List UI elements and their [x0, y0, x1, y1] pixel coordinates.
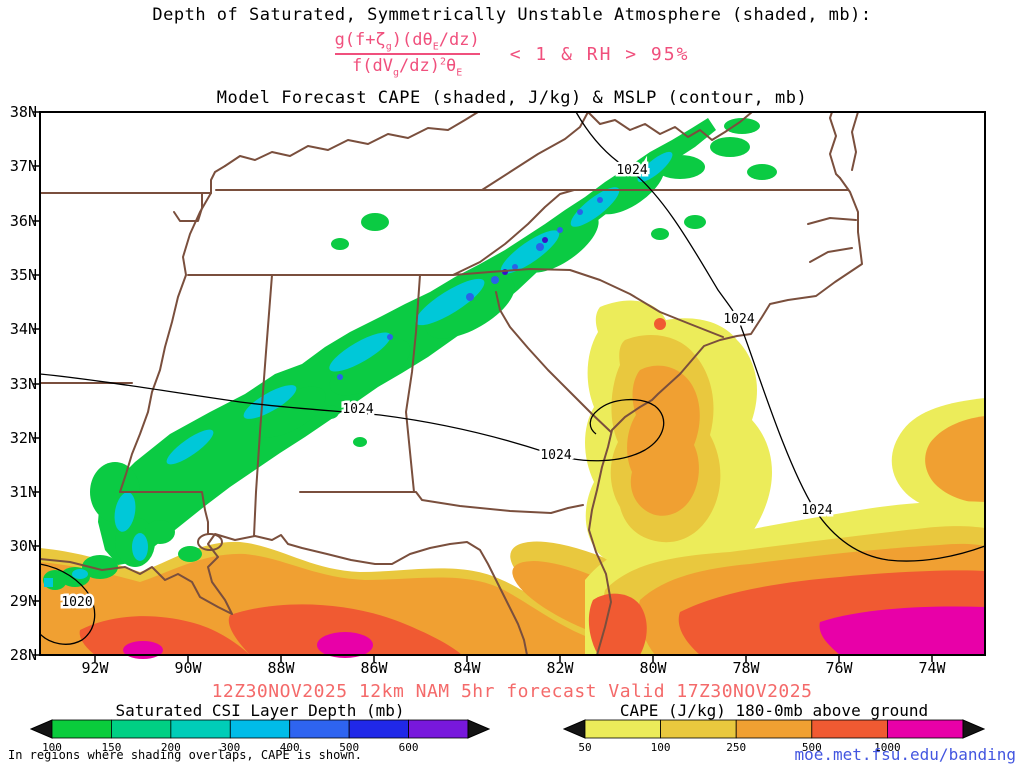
csi-shading [43, 118, 777, 590]
lon-axis-label: 80W [639, 659, 667, 677]
formula-fraction: g(f+ζg)(dθE/dz) f(dVg/dz)2θE [334, 30, 480, 79]
lat-axis-label: 28N [9, 646, 37, 664]
contour-labels: 1024 1024 1024 1024 1024 1020 [59, 161, 835, 613]
lon-axis-label: 90W [174, 659, 202, 677]
colorbar-tick-label: 600 [398, 741, 419, 754]
cape-colorbar-title: CAPE (J/kg) 180-0mb above ground [619, 701, 929, 720]
colorbar-tick-label: 50 [578, 741, 592, 754]
colorbar-tick-label: 500 [801, 741, 822, 754]
colorbar-tick-label: 100 [650, 741, 671, 754]
isobar-label: 1024 [342, 402, 373, 417]
isobar-label: 1024 [616, 163, 647, 178]
lat-axis-label: 31N [9, 483, 37, 502]
formula-numerator: g(f+ζg)(dθE/dz) [334, 30, 480, 53]
lat-axis-label: 38N [9, 103, 37, 121]
lat-axis-label: 29N [9, 591, 37, 610]
colorbar-tick-label: 500 [339, 741, 360, 754]
formula-denominator: f(dVg/dz)2θE [352, 56, 463, 79]
colorbar-tick-label: 200 [160, 741, 181, 754]
lat-axis-label: 36N [9, 211, 37, 230]
isobar-label: 1024 [801, 503, 832, 518]
cape-bar-svg [562, 719, 986, 739]
csi-colorbar-title: Saturated CSI Layer Depth (mb) [115, 701, 405, 720]
csi-criterion-formula: g(f+ζg)(dθE/dz) f(dVg/dz)2θE < 1 & RH > … [0, 30, 1024, 79]
colorbar-tick-label: 150 [101, 741, 122, 754]
lon-axis-label: 88W [267, 659, 295, 677]
map-frame [33, 111, 986, 662]
forecast-map: 1024 1024 1024 1024 1024 1020 [33, 111, 986, 662]
lon-axis-label: 74W [918, 659, 946, 677]
colorbar-tick-label: 300 [220, 741, 241, 754]
isobar-label: 1024 [723, 312, 754, 327]
csi-bar-svg [29, 719, 491, 739]
subtitle: Model Forecast CAPE (shaded, J/kg) & MSL… [216, 88, 808, 108]
state-borders [39, 111, 863, 656]
lon-axis-label: 86W [360, 659, 388, 677]
lon-axis-label: 82W [546, 659, 574, 677]
overlap-note: In regions where shading overlaps, CAPE … [8, 748, 363, 762]
csi-colorbar: 100 150 200 300 400 500 600 [29, 719, 491, 759]
isobar-label: 1020 [61, 595, 92, 610]
cape-colorbar: 50 100 250 500 1000 [562, 719, 986, 759]
colorbar-tick-label: 100 [42, 741, 62, 754]
lon-axis-label: 84W [453, 659, 481, 677]
site-link[interactable]: moe.met.fsu.edu/banding [794, 745, 1016, 764]
lat-axis-label: 37N [9, 157, 37, 176]
lat-axis-label: 30N [9, 537, 37, 556]
lat-axis-label: 34N [9, 320, 37, 339]
formula-condition: < 1 & RH > 95% [509, 43, 690, 65]
fraction-bar [334, 53, 480, 56]
page-title: Depth of Saturated, Symmetrically Unstab… [152, 5, 872, 25]
lat-axis-label: 35N [9, 265, 37, 284]
colorbar-tick-label: 400 [279, 741, 300, 754]
lon-axis-label: 76W [825, 659, 853, 677]
lat-axis-label: 32N [9, 428, 37, 447]
colorbar-tick-label: 1000 [874, 741, 901, 754]
validity-line: 12Z30NOV2025 12km NAM 5hr forecast Valid… [211, 681, 813, 702]
lon-axis-label: 92W [81, 659, 109, 677]
isobar-label: 1024 [540, 448, 571, 463]
mslp-contours [39, 111, 986, 645]
cape-shading [40, 300, 985, 659]
lat-axis-label: 33N [9, 374, 37, 393]
colorbar-tick-label: 250 [726, 741, 747, 754]
lon-axis-label: 78W [732, 659, 760, 677]
map-canvas: 1024 1024 1024 1024 1024 1020 [33, 111, 986, 662]
